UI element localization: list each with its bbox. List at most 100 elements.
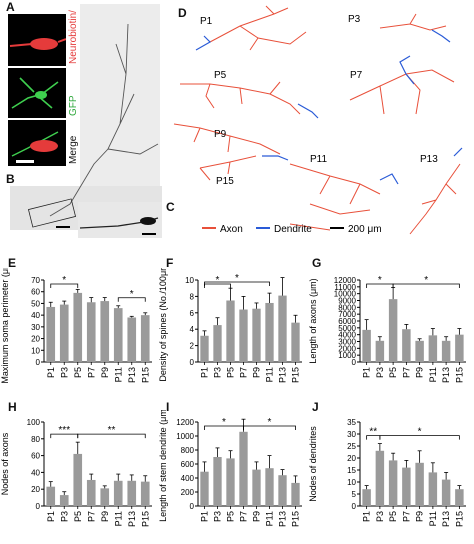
h-y-tick-label: 0 <box>36 502 41 511</box>
e-bar-p11 <box>113 308 123 362</box>
j-x-tick-label: P9 <box>415 511 425 522</box>
j-y-tick-label: 20 <box>347 454 356 463</box>
i-x-tick-label: P15 <box>291 511 301 527</box>
g-y-tick-label: 2000 <box>338 344 356 353</box>
f-bar-p11 <box>265 302 274 362</box>
merge-gfp-processes <box>11 131 59 157</box>
f-significance-bracket <box>204 281 270 286</box>
p3-dendrite <box>431 29 451 43</box>
h-bar-p1 <box>46 486 56 506</box>
p11-axon <box>289 163 381 231</box>
j-significance-star: * <box>418 427 422 438</box>
i-bar-p7 <box>239 431 248 506</box>
h-bar-p11 <box>113 480 123 506</box>
h-significance-star: ** <box>108 425 116 436</box>
e-bar-p3 <box>59 304 69 362</box>
i-x-tick-label: P3 <box>213 511 223 522</box>
j-y-tick-label: 30 <box>347 430 356 439</box>
j-x-tick-label: P13 <box>441 511 451 527</box>
p3-axon <box>379 13 447 31</box>
j-y-tick-label: 0 <box>352 502 357 511</box>
j-significance-star: ** <box>369 427 377 438</box>
h-significance-bracket <box>77 433 146 439</box>
h-bar-p9 <box>100 488 110 506</box>
chart-h-axon-nodes: 0 20 40 60 80 100 Nodes of axons P1 P3 P5 P7 P9 P11 P… <box>0 418 152 527</box>
e-x-tick-label: P1 <box>46 367 56 378</box>
g-x-tick-label: P13 <box>441 367 451 383</box>
i-y-tick-label: 800 <box>181 446 195 455</box>
f-bar-p15 <box>291 322 300 362</box>
e-y-tick-label: 60 <box>31 288 40 297</box>
f-y-tick-label: 8 <box>190 292 195 301</box>
chart-f-spine-density: 0 2 4 6 8 10 Density of spines (No./100μm) P1 P3… <box>158 268 302 383</box>
i-bar-p1 <box>200 471 209 506</box>
j-bar-p7 <box>402 467 411 506</box>
merge-cell-drawing <box>11 131 59 163</box>
legend-dendrite-label: Dendrite <box>274 224 312 235</box>
h-y-axis-label: Nodes of axons <box>0 432 10 495</box>
h-significance-star: *** <box>58 425 70 436</box>
f-x-tick-label: P3 <box>213 367 223 378</box>
j-y-tick-label: 25 <box>347 442 356 451</box>
p11-dendrite <box>379 173 399 185</box>
g-y-tick-label: 7000 <box>338 310 356 319</box>
j-bar-p5 <box>388 460 398 506</box>
e-x-tick-label: P15 <box>140 367 150 383</box>
merge-image <box>8 120 66 166</box>
h-bar-p13 <box>127 480 137 506</box>
chart-g-axon-length: 0100020003000400050006000700080009000100… <box>308 275 466 383</box>
reconstructions-d: P1 P3 P5 P7 P9 P11 P13 P15 Axon Dendrite… <box>173 5 463 235</box>
panel-label-d: D <box>178 6 187 20</box>
g-y-tick-label: 0 <box>352 358 357 367</box>
inset-box <box>27 198 77 228</box>
e-bar-p5 <box>73 292 83 362</box>
cell-p15 <box>199 155 257 181</box>
chart-e-soma-perimeter: 0 10 20 30 40 50 60 70 Maximum soma perimeter (μ… <box>0 268 152 384</box>
f-y-axis-label: Density of spines (No./100μm) <box>158 268 168 382</box>
cell-p11 <box>289 163 399 231</box>
g-y-tick-label: 6000 <box>338 317 356 326</box>
j-bar-p15 <box>455 489 464 506</box>
gfp-cell-drawing <box>11 77 59 109</box>
j-significance-bracket <box>379 435 460 440</box>
chart-j-dendrite-nodes: 0 5 10 15 20 25 30 35 Nodes of dendrites P1 P3 P5 P7… <box>308 418 466 527</box>
scale-bar-b <box>56 226 70 228</box>
f-significance-star: * <box>216 275 220 286</box>
j-x-tick-label: P3 <box>375 511 385 522</box>
g-x-tick-label: P11 <box>428 367 438 382</box>
g-y-tick-label: 11000 <box>334 283 356 292</box>
h-x-tick-label: P3 <box>59 511 69 522</box>
i-x-tick-label: P9 <box>252 511 262 522</box>
p1-axon <box>209 5 307 51</box>
g-significance-bracket <box>392 283 460 288</box>
i-x-tick-label: P5 <box>226 511 236 522</box>
panel-label-e: E <box>8 256 17 270</box>
e-y-tick-label: 40 <box>31 311 40 320</box>
j-x-tick-label: P7 <box>401 511 411 522</box>
f-y-tick-label: 0 <box>190 358 195 367</box>
f-bar-p1 <box>200 335 209 362</box>
e-significance-star: * <box>62 275 66 286</box>
j-x-tick-label: P11 <box>428 511 438 526</box>
legend-scale-label: 200 μm <box>348 224 382 235</box>
g-x-tick-label: P7 <box>401 367 411 378</box>
gfp-soma <box>35 91 47 99</box>
e-x-tick-label: P11 <box>113 367 123 382</box>
e-x-tick-label: P7 <box>86 367 96 378</box>
g-y-tick-label: 1000 <box>338 351 356 360</box>
i-x-tick-label: P13 <box>278 511 288 527</box>
p1-dendrite <box>195 35 211 51</box>
e-y-tick-label: 50 <box>31 299 40 308</box>
legend-d: Axon Dendrite 200 μm <box>202 224 382 235</box>
i-bar-p13 <box>278 475 287 506</box>
h-x-tick-label: P5 <box>73 511 83 522</box>
chart-i-stem-dendrite-length: 0 200 400 600 800 1000 1200 Length of stem dend… <box>158 410 302 527</box>
f-significance-star: * <box>235 273 239 284</box>
j-bar-p11 <box>428 472 438 506</box>
inset-c-drawing <box>79 217 159 235</box>
cell-p9 <box>173 123 289 161</box>
p9-axon <box>173 123 281 155</box>
i-bar-p3 <box>213 457 222 506</box>
panel-label-h: H <box>8 400 17 414</box>
f-bar-p9 <box>252 308 261 362</box>
